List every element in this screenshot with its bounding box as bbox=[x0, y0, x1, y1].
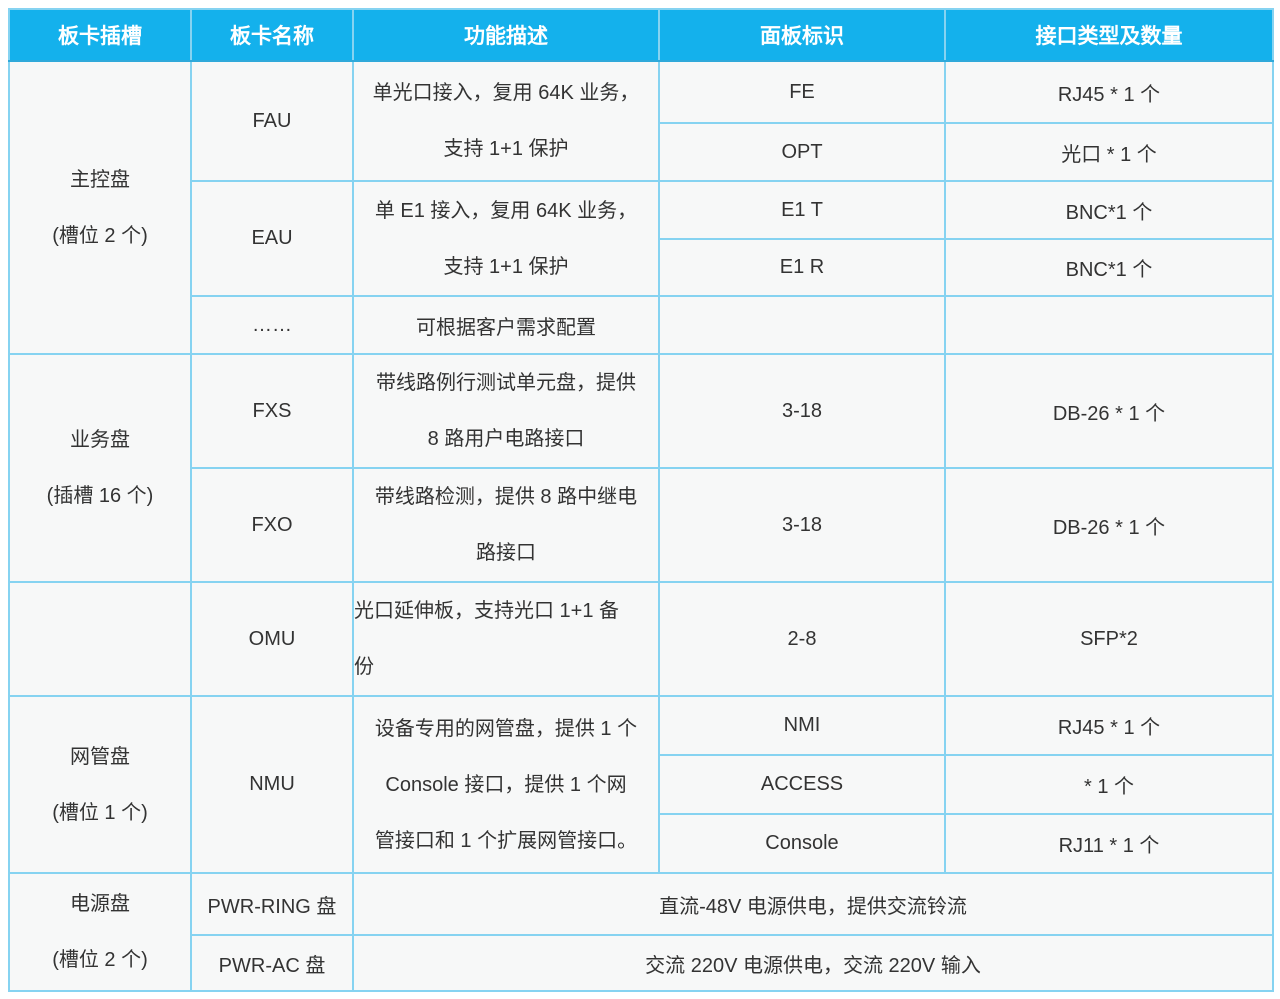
cell-board-pwr-ac: PWR-AC 盘 bbox=[190, 934, 354, 992]
header-interface: 接口类型及数量 bbox=[944, 8, 1274, 62]
desc-nmu-line2: Console 接口，提供 1 个网 bbox=[385, 773, 627, 796]
cell-panel-e1r: E1 R bbox=[658, 238, 946, 297]
cell-desc-nmu: 设备专用的网管盘，提供 1 个 Console 接口，提供 1 个网 管接口和 … bbox=[352, 695, 660, 874]
cell-slot-service: 业务盘 (插槽 16 个) bbox=[8, 353, 192, 583]
cell-iface-omu: SFP*2 bbox=[944, 581, 1274, 697]
cell-iface-etc-empty bbox=[944, 295, 1274, 355]
row-pwr-ac: PWR-AC 盘 交流 220V 电源供电，交流 220V 输入 bbox=[9, 934, 1274, 992]
cell-board-fxs: FXS bbox=[190, 353, 354, 469]
slot-main-name: 主控盘 bbox=[70, 168, 130, 191]
cell-board-omu: OMU bbox=[190, 581, 354, 697]
row-omu: OMU 光口延伸板，支持光口 1+1 备 份 2-8 SFP*2 bbox=[8, 581, 1274, 697]
desc-nmu-line1: 设备专用的网管盘，提供 1 个 bbox=[374, 717, 638, 740]
slot-power-name: 电源盘 bbox=[70, 893, 130, 915]
cell-slot-main: 主控盘 (槽位 2 个) bbox=[8, 60, 192, 355]
row-nmu-access: ACCESS * 1 个 bbox=[9, 754, 1274, 815]
board-spec-table: 板卡插槽 板卡名称 功能描述 面板标识 接口类型及数量 主控盘 (槽位 2 个)… bbox=[8, 8, 1274, 992]
row-eau-e1t: EAU 单 E1 接入，复用 64K 业务， 支持 1+1 保护 E1 T BN… bbox=[9, 180, 1274, 297]
cell-panel-access: ACCESS bbox=[658, 754, 946, 815]
cell-board-pwr-ring: PWR-RING 盘 bbox=[190, 872, 354, 936]
cell-desc-fxo: 带线路检测，提供 8 路中继电 路接口 bbox=[352, 467, 660, 583]
cell-desc-pwr-ac: 交流 220V 电源供电，交流 220V 输入 bbox=[352, 934, 1274, 992]
cell-iface-fxo: DB-26 * 1 个 bbox=[944, 467, 1274, 583]
cell-iface-console: RJ11 * 1 个 bbox=[944, 813, 1274, 874]
slot-main-count: (槽位 2 个) bbox=[52, 224, 148, 247]
cell-panel-console: Console bbox=[658, 813, 946, 874]
cell-desc-eau: 单 E1 接入，复用 64K 业务， 支持 1+1 保护 bbox=[352, 180, 660, 297]
cell-desc-fxs: 带线路例行测试单元盘，提供 8 路用户电路接口 bbox=[352, 353, 660, 469]
row-nmu-nmi: 网管盘 (槽位 1 个) NMU 设备专用的网管盘，提供 1 个 Console… bbox=[8, 695, 1274, 874]
slot-service-name: 业务盘 bbox=[70, 429, 130, 451]
desc-fxs-line1: 带线路例行测试单元盘，提供 bbox=[376, 372, 636, 394]
cell-slot-power: 电源盘 (槽位 2 个) bbox=[8, 872, 192, 992]
desc-fxo-line2: 路接口 bbox=[476, 542, 536, 564]
row-fxs: 业务盘 (插槽 16 个) FXS 带线路例行测试单元盘，提供 8 路用户电路接… bbox=[8, 353, 1274, 583]
cell-iface-opt: 光口 * 1 个 bbox=[944, 122, 1274, 182]
header-panel: 面板标识 bbox=[658, 8, 946, 62]
desc-nmu-line3: 管接口和 1 个扩展网管接口。 bbox=[374, 829, 638, 852]
slot-nm-count: (槽位 1 个) bbox=[52, 801, 148, 824]
desc-omu-line1: 光口延伸板，支持光口 1+1 备 bbox=[354, 600, 620, 622]
cell-panel-fxs: 3-18 bbox=[658, 353, 946, 469]
desc-eau-line1: 单 E1 接入，复用 64K 业务， bbox=[374, 199, 638, 222]
cell-panel-omu: 2-8 bbox=[658, 581, 946, 697]
row-nmu-console: Console RJ11 * 1 个 bbox=[9, 813, 1274, 874]
desc-fxs-line2: 8 路用户电路接口 bbox=[427, 428, 585, 450]
row-fau-opt: OPT 光口 * 1 个 bbox=[9, 122, 1274, 182]
cell-desc-omu: 光口延伸板，支持光口 1+1 备 份 bbox=[352, 581, 660, 697]
desc-fau-line1: 单光口接入，复用 64K 业务， bbox=[372, 82, 640, 104]
slot-service-count: (插槽 16 个) bbox=[46, 485, 154, 507]
cell-desc-pwr-ring: 直流-48V 电源供电，提供交流铃流 bbox=[352, 872, 1274, 936]
header-board: 板卡名称 bbox=[190, 8, 354, 62]
cell-iface-access: * 1 个 bbox=[944, 754, 1274, 815]
cell-panel-nmi: NMI bbox=[658, 695, 946, 756]
cell-panel-opt: OPT bbox=[658, 122, 946, 182]
header-slot: 板卡插槽 bbox=[8, 8, 192, 62]
cell-panel-etc-empty bbox=[658, 295, 946, 355]
header-function: 功能描述 bbox=[352, 8, 660, 62]
row-fau-fe: 主控盘 (槽位 2 个) FAU 单光口接入，复用 64K 业务， 支持 1+1… bbox=[8, 60, 1274, 355]
cell-iface-fxs: DB-26 * 1 个 bbox=[944, 353, 1274, 469]
cell-iface-fe: RJ45 * 1 个 bbox=[944, 60, 1274, 124]
header-row: 板卡插槽 板卡名称 功能描述 面板标识 接口类型及数量 bbox=[8, 8, 1274, 62]
desc-eau-line2: 支持 1+1 保护 bbox=[443, 255, 569, 278]
desc-omu-line2: 份 bbox=[354, 656, 374, 678]
cell-panel-fxo: 3-18 bbox=[658, 467, 946, 583]
desc-fxo-line1: 带线路检测，提供 8 路中继电 bbox=[374, 486, 638, 508]
cell-iface-e1r: BNC*1 个 bbox=[944, 238, 1274, 297]
cell-iface-nmi: RJ45 * 1 个 bbox=[944, 695, 1274, 756]
cell-panel-e1t: E1 T bbox=[658, 180, 946, 240]
row-pwr-ring: 电源盘 (槽位 2 个) PWR-RING 盘 直流-48V 电源供电，提供交流… bbox=[8, 872, 1274, 992]
cell-iface-e1t: BNC*1 个 bbox=[944, 180, 1274, 240]
slot-power-count: (槽位 2 个) bbox=[52, 949, 148, 971]
cell-board-eau: EAU bbox=[190, 180, 354, 297]
cell-board-nmu: NMU bbox=[190, 695, 354, 874]
row-fxo: FXO 带线路检测，提供 8 路中继电 路接口 3-18 DB-26 * 1 个 bbox=[9, 467, 1274, 583]
cell-desc-etc: 可根据客户需求配置 bbox=[352, 295, 660, 355]
row-etc: …… 可根据客户需求配置 bbox=[9, 295, 1274, 355]
cell-board-etc: …… bbox=[190, 295, 354, 355]
slot-nm-name: 网管盘 bbox=[70, 745, 130, 768]
cell-slot-nm: 网管盘 (槽位 1 个) bbox=[8, 695, 192, 874]
desc-fau-line2: 支持 1+1 保护 bbox=[443, 138, 569, 160]
cell-board-fau: FAU bbox=[190, 60, 354, 182]
cell-panel-fe: FE bbox=[658, 60, 946, 124]
row-eau-e1r: E1 R BNC*1 个 bbox=[9, 238, 1274, 297]
cell-slot-omu-empty bbox=[8, 581, 192, 697]
cell-board-fxo: FXO bbox=[190, 467, 354, 583]
cell-desc-fau: 单光口接入，复用 64K 业务， 支持 1+1 保护 bbox=[352, 60, 660, 182]
